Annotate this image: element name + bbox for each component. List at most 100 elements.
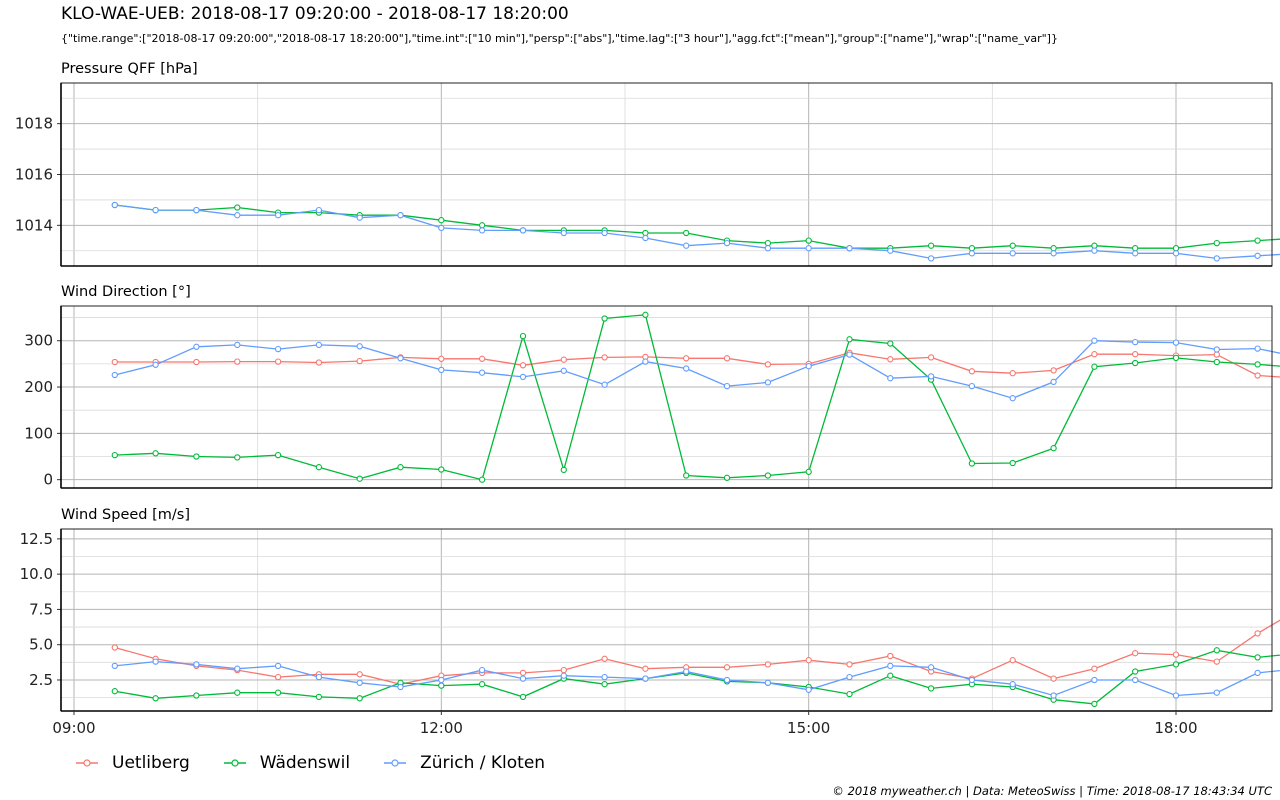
data-point xyxy=(1132,245,1139,252)
data-point xyxy=(234,454,241,461)
data-point xyxy=(111,662,118,670)
legend-label-waedenswil: Wädenswil xyxy=(259,753,351,773)
data-point xyxy=(438,366,445,374)
data-point xyxy=(846,690,853,698)
panel-title: Pressure QFF [hPa] xyxy=(61,61,198,77)
x-tick-label: 15:00 xyxy=(787,719,830,737)
data-point xyxy=(1091,700,1098,708)
data-point xyxy=(478,369,486,376)
data-point xyxy=(560,367,567,374)
y-tick-label: 2.5 xyxy=(29,671,53,689)
data-point xyxy=(927,354,935,361)
y-tick-label: 1018 xyxy=(15,115,53,133)
data-point xyxy=(927,242,935,249)
data-point xyxy=(1091,665,1098,672)
series-line xyxy=(114,204,1280,260)
data-point xyxy=(1009,242,1016,249)
data-point xyxy=(764,679,772,686)
data-point xyxy=(397,355,404,362)
data-point xyxy=(927,664,935,671)
data-point xyxy=(1091,337,1098,344)
data-point xyxy=(1172,651,1180,658)
data-point xyxy=(397,464,404,471)
data-point xyxy=(1213,689,1220,696)
data-point xyxy=(601,381,608,388)
data-point xyxy=(315,464,323,471)
data-point xyxy=(1050,245,1057,252)
data-point xyxy=(887,375,894,382)
data-point xyxy=(1050,692,1057,699)
y-tick-label: 1016 xyxy=(15,166,53,184)
data-point xyxy=(111,358,118,366)
panel-2: Wind Direction [°] 0 100 200 300 xyxy=(24,284,1280,489)
data-point xyxy=(1213,351,1220,358)
data-point xyxy=(1091,351,1098,358)
chart-subtitle: {"time.range":["2018-08-17 09:20:00","20… xyxy=(61,32,1058,45)
data-point xyxy=(111,371,118,379)
series-line xyxy=(114,660,1280,697)
data-point xyxy=(601,655,608,662)
data-point xyxy=(846,245,853,252)
data-point xyxy=(1213,647,1220,654)
data-point xyxy=(111,688,118,695)
data-point xyxy=(560,672,567,679)
data-point xyxy=(274,451,282,459)
y-tick-label: 100 xyxy=(24,424,53,442)
data-point xyxy=(1091,676,1098,684)
data-point xyxy=(519,332,527,340)
data-point xyxy=(478,666,486,674)
legend-label-uetliberg: Uetliberg xyxy=(112,753,190,773)
data-point xyxy=(683,365,690,372)
data-point xyxy=(519,669,527,677)
data-point xyxy=(1132,338,1139,346)
data-point xyxy=(152,695,159,702)
data-point xyxy=(764,379,772,386)
y-tick-label: 7.5 xyxy=(29,600,53,618)
series-zuerich-kloten xyxy=(111,201,1280,262)
data-point xyxy=(764,245,772,252)
data-point xyxy=(397,683,404,691)
data-point xyxy=(1009,395,1016,402)
legend-label-zuerich-kloten: Zürich / Kloten xyxy=(420,753,546,773)
data-point xyxy=(356,357,363,365)
panel-title: Wind Direction [°] xyxy=(61,284,191,300)
data-point xyxy=(274,358,282,365)
data-point xyxy=(887,652,894,660)
data-point xyxy=(968,250,976,257)
data-point xyxy=(152,361,159,368)
data-point xyxy=(968,382,976,390)
data-point xyxy=(805,245,812,252)
data-point xyxy=(519,675,527,682)
legend-item-uetliberg: Uetliberg xyxy=(76,753,190,773)
data-point xyxy=(193,358,200,366)
data-point xyxy=(601,229,608,237)
data-point xyxy=(1132,676,1139,684)
data-point xyxy=(478,476,486,483)
series-line xyxy=(114,352,1280,378)
series-waedenswil xyxy=(111,311,1280,483)
data-point xyxy=(642,229,649,237)
data-point xyxy=(478,355,486,362)
data-point xyxy=(274,662,282,670)
data-point xyxy=(1254,361,1261,368)
data-point xyxy=(397,212,404,219)
data-point xyxy=(152,450,159,457)
data-point xyxy=(887,672,894,679)
data-point xyxy=(1132,250,1139,257)
data-point xyxy=(152,206,159,214)
data-point xyxy=(111,644,118,651)
series-waedenswil xyxy=(111,647,1280,708)
data-point xyxy=(805,657,812,664)
data-point xyxy=(274,345,282,353)
data-point xyxy=(315,341,323,349)
data-point xyxy=(234,689,241,696)
data-point xyxy=(1132,359,1139,367)
data-point xyxy=(193,453,200,460)
series-line xyxy=(114,204,1280,249)
data-point xyxy=(1091,363,1098,370)
data-point xyxy=(438,676,445,684)
data-point xyxy=(274,212,282,219)
y-tick-label: 5.0 xyxy=(29,636,53,654)
data-point xyxy=(1254,630,1261,637)
data-point xyxy=(560,666,567,674)
